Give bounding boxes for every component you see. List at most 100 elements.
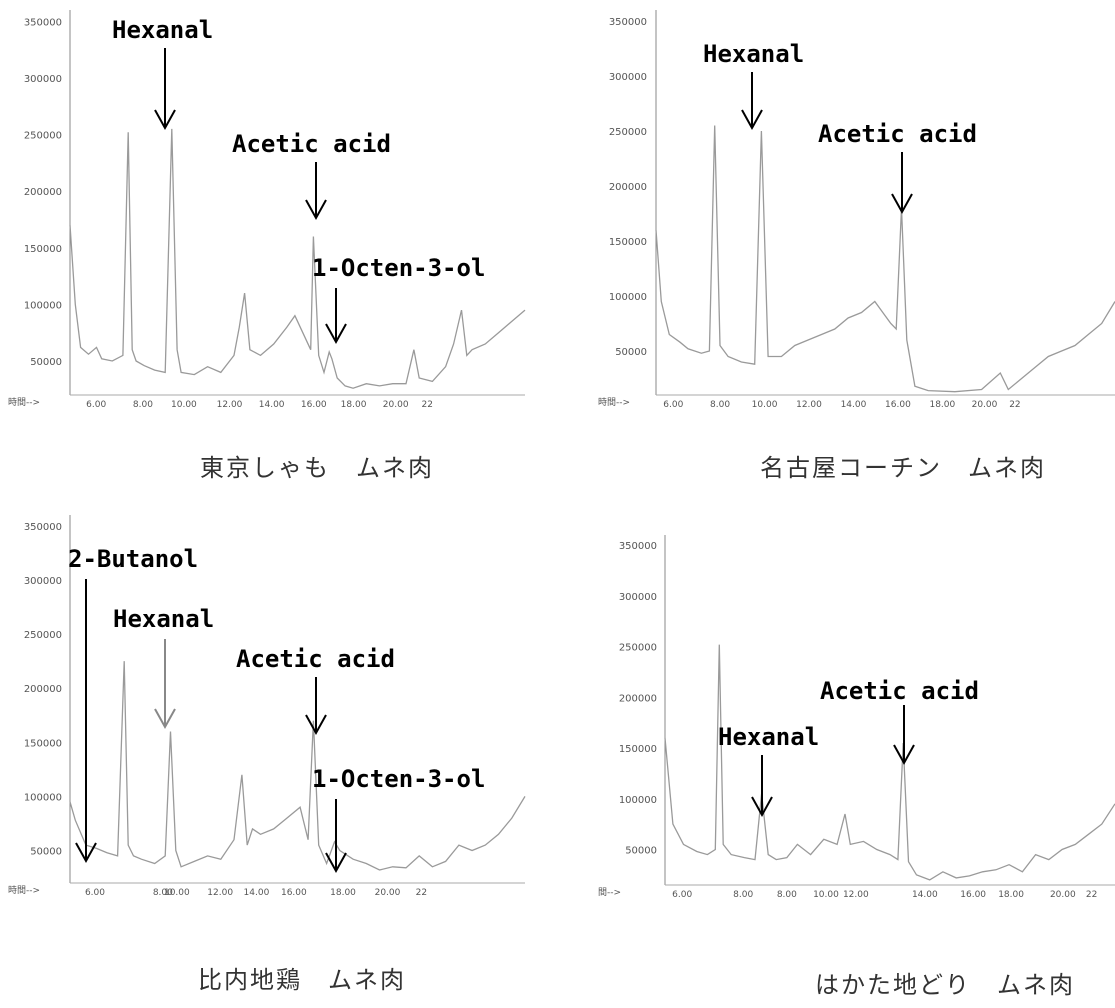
- y-tick-label: 300000: [24, 576, 62, 587]
- y-tick-label: 350000: [619, 541, 657, 552]
- y-tick-label: 250000: [619, 643, 657, 654]
- peak-annotation-label: Acetic acid: [818, 120, 977, 148]
- y-tick-label: 300000: [619, 592, 657, 603]
- chart-panel-2: 350000 300000 250000 200000 150000 100000 5000…: [590, 0, 1115, 482]
- chromatogram-1: 350000 300000 250000 200000 150000 100000 5000…: [8, 10, 526, 410]
- x-tick-label: 10.00: [752, 400, 778, 410]
- chromatogram-trace: [655, 125, 1115, 393]
- x-tick-label: 18.00: [341, 400, 367, 410]
- y-tick-label: 350000: [24, 522, 62, 533]
- peak-arrow-head: [325, 852, 347, 874]
- peak-annotation-label: Acetic acid: [232, 130, 391, 158]
- peak-arrow-head: [75, 842, 97, 864]
- x-tick-label: 18.00: [330, 888, 356, 898]
- y-tick-label: 50000: [625, 845, 657, 856]
- y-tick-label: 200000: [24, 684, 62, 695]
- peak-annotation-label: Hexanal: [113, 605, 214, 633]
- x-tick-label: 20.00: [972, 400, 998, 410]
- peak-annotation-label: Acetic acid: [236, 645, 395, 673]
- chromatogram-trace: [69, 128, 526, 389]
- chart-panel-1: 350000 300000 250000 200000 150000 100000 5000…: [0, 0, 526, 482]
- y-tick-label: 150000: [24, 244, 62, 255]
- x-tick-label: 8.00: [133, 400, 153, 410]
- peak-annotation-label: Hexanal: [703, 40, 804, 68]
- peak-arrow-head: [154, 109, 176, 131]
- peak-arrow-head: [751, 796, 773, 818]
- chromatogram-trace: [664, 644, 1115, 881]
- peak-arrow-head: [305, 714, 327, 736]
- y-tick-label: 250000: [24, 630, 62, 641]
- peak-arrow-head: [893, 744, 915, 766]
- y-tick-label: 200000: [24, 187, 62, 198]
- chromatogram-trace: [69, 661, 526, 871]
- x-tick-label: 6.00: [663, 400, 683, 410]
- caption-2: 名古屋コーチン ムネ肉: [760, 454, 1046, 482]
- x-tick-label: 16.00: [281, 888, 307, 898]
- peak-arrow-head: [891, 193, 913, 215]
- chart-panel-4: 350000 300000 250000 200000 150000 100000 5000…: [590, 505, 1115, 999]
- y-tick-label: 150000: [24, 738, 62, 749]
- y-tick-label: 100000: [609, 292, 647, 303]
- x-tick-label: 16.00: [960, 890, 986, 900]
- x-tick-label: 12.00: [207, 888, 233, 898]
- chromatogram-3: 350000 300000 250000 200000 150000 100000 5000…: [8, 515, 526, 898]
- x-tick-label: 22: [1086, 890, 1097, 900]
- x-axis-label: 時間-->: [8, 397, 40, 408]
- chromatogram-4: 350000 300000 250000 200000 150000 100000 5000…: [598, 535, 1115, 900]
- y-tick-label: 50000: [615, 347, 647, 358]
- x-tick-label: 22: [1009, 400, 1020, 410]
- y-tick-label: 150000: [619, 744, 657, 755]
- x-axis-label: 時間-->: [8, 885, 40, 896]
- y-tick-label: 350000: [609, 17, 647, 28]
- y-tick-label: 200000: [619, 693, 657, 704]
- x-tick-label: 12.00: [843, 890, 869, 900]
- y-tick-label: 200000: [609, 182, 647, 193]
- x-tick-label: 8.00: [777, 890, 797, 900]
- x-tick-label: 6.00: [85, 888, 105, 898]
- y-tick-label: 350000: [24, 17, 62, 28]
- x-tick-label: 22: [416, 888, 427, 898]
- y-tick-label: 300000: [609, 72, 647, 83]
- chart-panel-3: 350000 300000 250000 200000 150000 100000 5000…: [0, 505, 526, 994]
- y-tick-label: 250000: [24, 131, 62, 142]
- peak-annotation-label: Acetic acid: [820, 677, 979, 705]
- y-tick-label: 100000: [24, 792, 62, 803]
- x-tick-label: 12.00: [217, 400, 243, 410]
- peak-annotation-label: 1-Octen-3-ol: [312, 254, 485, 282]
- caption-1: 東京しゃも ムネ肉: [200, 454, 434, 482]
- x-tick-label: 10.00: [171, 400, 197, 410]
- x-tick-label: 14.00: [841, 400, 867, 410]
- y-tick-label: 50000: [30, 847, 62, 858]
- caption-3: 比内地鶏 ムネ肉: [198, 966, 406, 994]
- peak-annotation-label: 2-Butanol: [68, 545, 198, 573]
- x-tick-label: 20.00: [375, 888, 401, 898]
- x-tick-label: 10.00: [813, 890, 839, 900]
- x-axis-label: 時間-->: [598, 397, 630, 408]
- x-tick-label: 8.00: [153, 888, 173, 898]
- peak-arrow-head: [154, 708, 176, 730]
- x-tick-label: 18.00: [929, 400, 955, 410]
- y-tick-label: 100000: [619, 795, 657, 806]
- peak-annotation-label: Hexanal: [718, 723, 819, 751]
- x-tick-label: 20.00: [383, 400, 409, 410]
- peak-arrow-head: [325, 323, 347, 345]
- peak-arrow-head: [305, 199, 327, 221]
- y-tick-label: 100000: [24, 300, 62, 311]
- peak-annotation-label: 1-Octen-3-ol: [312, 765, 485, 793]
- x-tick-label: 14.00: [259, 400, 285, 410]
- chromatogram-2: 350000 300000 250000 200000 150000 100000 5000…: [598, 10, 1115, 410]
- y-tick-label: 250000: [609, 127, 647, 138]
- x-tick-label: 10.00: [164, 888, 190, 898]
- x-tick-label: 6.00: [86, 400, 106, 410]
- peak-arrow-head: [741, 109, 763, 131]
- x-tick-label: 8.00: [733, 890, 753, 900]
- x-tick-label: 16.00: [301, 400, 327, 410]
- x-tick-label: 14.00: [244, 888, 270, 898]
- peak-annotation-label: Hexanal: [112, 16, 213, 44]
- x-tick-label: 16.00: [885, 400, 911, 410]
- x-tick-label: 20.00: [1050, 890, 1076, 900]
- y-tick-label: 50000: [30, 357, 62, 368]
- x-axis-label: 間-->: [598, 887, 621, 898]
- x-tick-label: 18.00: [998, 890, 1024, 900]
- x-tick-label: 8.00: [710, 400, 730, 410]
